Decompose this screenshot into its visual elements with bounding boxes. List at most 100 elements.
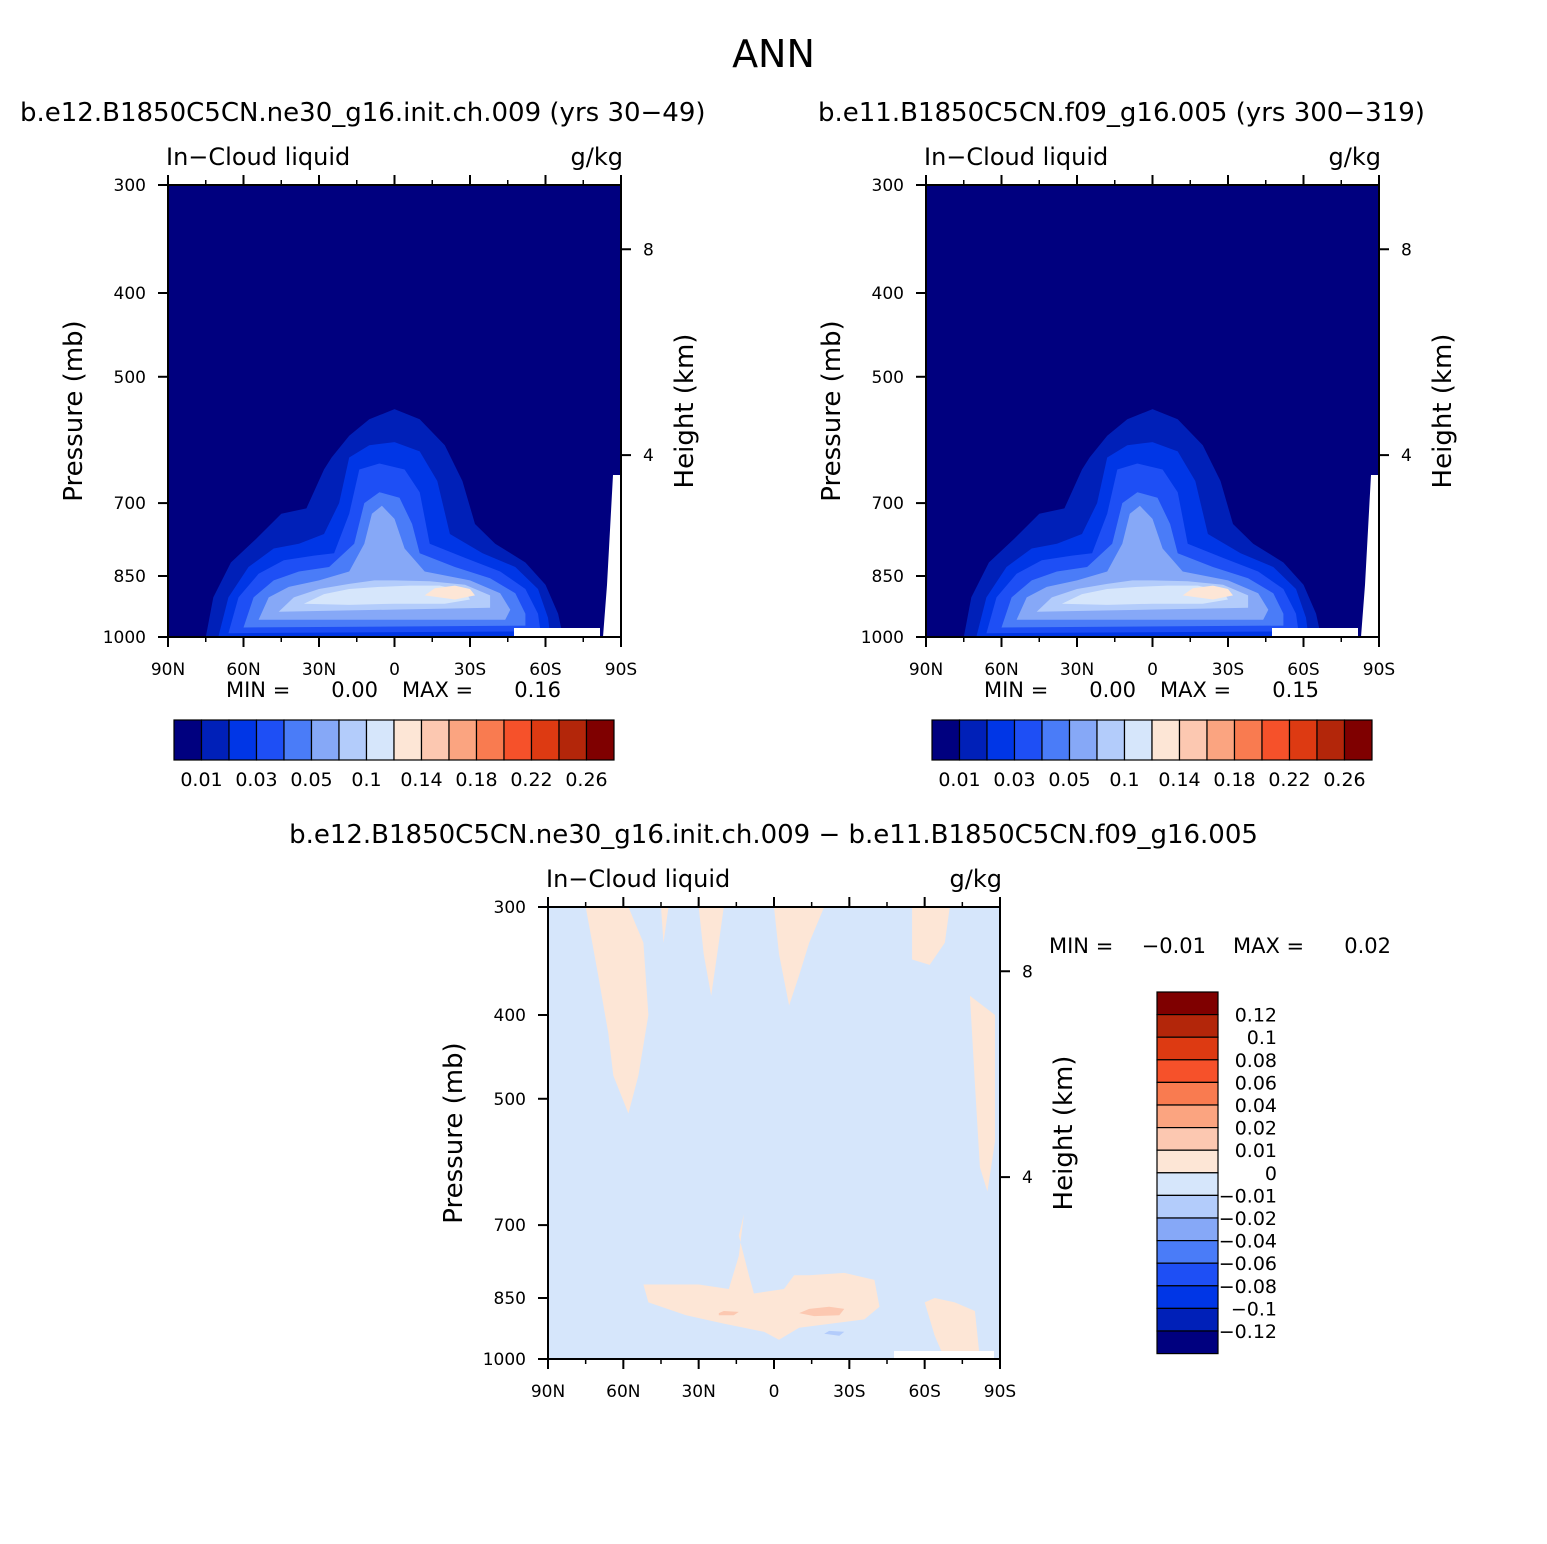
x-tick-label: 0 <box>1147 660 1158 680</box>
y-tick-label: 400 <box>494 1006 526 1026</box>
colorbar-swatch <box>200 719 230 761</box>
max-value: 0.02 <box>1344 934 1391 958</box>
x-tick-label: 90S <box>984 1382 1016 1402</box>
missing-data <box>1361 475 1379 637</box>
y-right-tick-label: 4 <box>1401 446 1412 466</box>
colorbar-swatch <box>365 719 395 761</box>
missing-data <box>514 628 600 637</box>
panel1-title: b.e12.B1850C5CN.ne30_g16.init.ch.009 (yr… <box>20 98 706 128</box>
min-label: MIN = <box>984 678 1048 702</box>
colorbar-swatch <box>393 719 423 761</box>
x-tick-label: 60N <box>984 660 1018 680</box>
x-tick-label: 60S <box>1287 660 1319 680</box>
colorbar-swatch <box>173 719 203 761</box>
y-right-tick-label: 4 <box>1022 1168 1033 1188</box>
y-tick-label: 850 <box>872 567 904 587</box>
max-label: MAX = <box>1160 678 1231 702</box>
x-tick-label: 60N <box>606 1382 640 1402</box>
y-axis-label: Pressure (mb) <box>59 320 89 501</box>
y-right-axis-label: Height (km) <box>670 334 700 489</box>
colorbar-swatch <box>1013 719 1043 761</box>
y-right-tick-label: 8 <box>643 240 654 260</box>
colorbar-label: 0.22 <box>1268 769 1310 791</box>
colorbar-label: 0.05 <box>1048 769 1090 791</box>
max-label: MAX = <box>402 678 473 702</box>
missing-data <box>1272 628 1358 637</box>
x-tick-label: 30N <box>1060 660 1094 680</box>
colorbar-swatch <box>1156 1036 1219 1061</box>
colorbar-swatch <box>1156 1307 1219 1332</box>
min-label: MIN = <box>1049 934 1113 958</box>
x-tick-label: 60S <box>908 1382 940 1402</box>
y-tick-label: 500 <box>872 368 904 388</box>
contour-region <box>1182 585 1233 600</box>
colorbar-label: 0.22 <box>510 769 552 791</box>
colorbar-swatch <box>1123 719 1153 761</box>
colorbar-swatch <box>448 719 478 761</box>
diff-title: b.e12.B1850C5CN.ne30_g16.init.ch.009 − b… <box>289 820 1258 850</box>
y-tick-label: 1000 <box>483 1350 526 1370</box>
colorbar-swatch <box>1233 719 1263 761</box>
colorbar-label: −0.12 <box>1219 1321 1277 1343</box>
colorbar-label: 0.01 <box>180 769 222 791</box>
colorbar-label: 0.03 <box>993 769 1035 791</box>
colorbar-swatch <box>1156 1104 1219 1129</box>
colorbar-swatch <box>1156 1285 1219 1310</box>
x-tick-label: 30N <box>681 1382 715 1402</box>
y-tick-label: 300 <box>872 176 904 196</box>
min-value: 0.00 <box>331 678 378 702</box>
colorbar-label: 0.1 <box>351 769 381 791</box>
colorbar-label: 0 <box>1265 1163 1277 1185</box>
y-axis-label: Pressure (mb) <box>439 1042 469 1223</box>
subtitle-variable: In−Cloud liquid <box>166 143 350 171</box>
colorbar-label: 0.06 <box>1235 1072 1277 1094</box>
y-right-tick-label: 8 <box>1401 240 1412 260</box>
x-tick-label: 90N <box>531 1382 565 1402</box>
y-tick-label: 400 <box>872 284 904 304</box>
colorbar-swatch <box>958 719 988 761</box>
subtitle-variable: In−Cloud liquid <box>924 143 1108 171</box>
colorbar-swatch <box>1156 1081 1219 1106</box>
colorbar-swatch <box>1288 719 1318 761</box>
subtitle-variable: In−Cloud liquid <box>546 865 730 893</box>
colorbar-swatch <box>1261 719 1291 761</box>
x-tick-label: 0 <box>389 660 400 680</box>
y-right-axis-label: Height (km) <box>1428 334 1458 489</box>
contour-region <box>585 907 649 1114</box>
colorbar-label: 0.26 <box>1323 769 1365 791</box>
max-value: 0.16 <box>514 678 561 702</box>
y-tick-label: 850 <box>114 567 146 587</box>
colorbar-swatch <box>931 719 961 761</box>
panel-2: 90N 60N 30N 0 30S 60S 90S 300 400 500 700 850 1000 8 4… <box>817 143 1458 791</box>
colorbar-swatch <box>1316 719 1346 761</box>
colorbar-swatch <box>1156 1239 1219 1264</box>
x-tick-label: 0 <box>769 1382 780 1402</box>
colorbar-swatch <box>228 719 258 761</box>
contour-region <box>924 1298 980 1359</box>
colorbar-swatch <box>1156 1126 1219 1151</box>
colorbar-swatch <box>986 719 1016 761</box>
colorbar-label: 0.1 <box>1109 769 1139 791</box>
max-label: MAX = <box>1233 934 1304 958</box>
contour-region <box>774 907 825 1006</box>
colorbar-swatch <box>1156 1059 1219 1084</box>
colorbar-label: 0.04 <box>1235 1095 1277 1117</box>
subtitle-units: g/kg <box>571 143 623 171</box>
min-value: 0.00 <box>1089 678 1136 702</box>
x-tick-label: 30S <box>833 1382 865 1402</box>
max-value: 0.15 <box>1272 678 1319 702</box>
colorbar-swatch <box>1156 1330 1219 1355</box>
missing-data <box>894 1351 994 1359</box>
y-tick-label: 500 <box>494 1090 526 1110</box>
colorbar-swatch <box>1343 719 1373 761</box>
colorbar-label: 0.02 <box>1235 1118 1277 1140</box>
panel-1: 90N 60N 30N 0 30S 60S 90S 300 400 500 700 850 1000 8 4… <box>59 143 700 791</box>
colorbar-swatch <box>1156 1172 1219 1197</box>
y-tick-label: 300 <box>114 176 146 196</box>
colorbar-label: 0.01 <box>938 769 980 791</box>
colorbar-swatch <box>1178 719 1208 761</box>
subtitle-units: g/kg <box>1329 143 1381 171</box>
page-title: ANN <box>732 32 815 76</box>
colorbar-swatch <box>585 719 615 761</box>
colorbar-label: 0.08 <box>1235 1050 1277 1072</box>
